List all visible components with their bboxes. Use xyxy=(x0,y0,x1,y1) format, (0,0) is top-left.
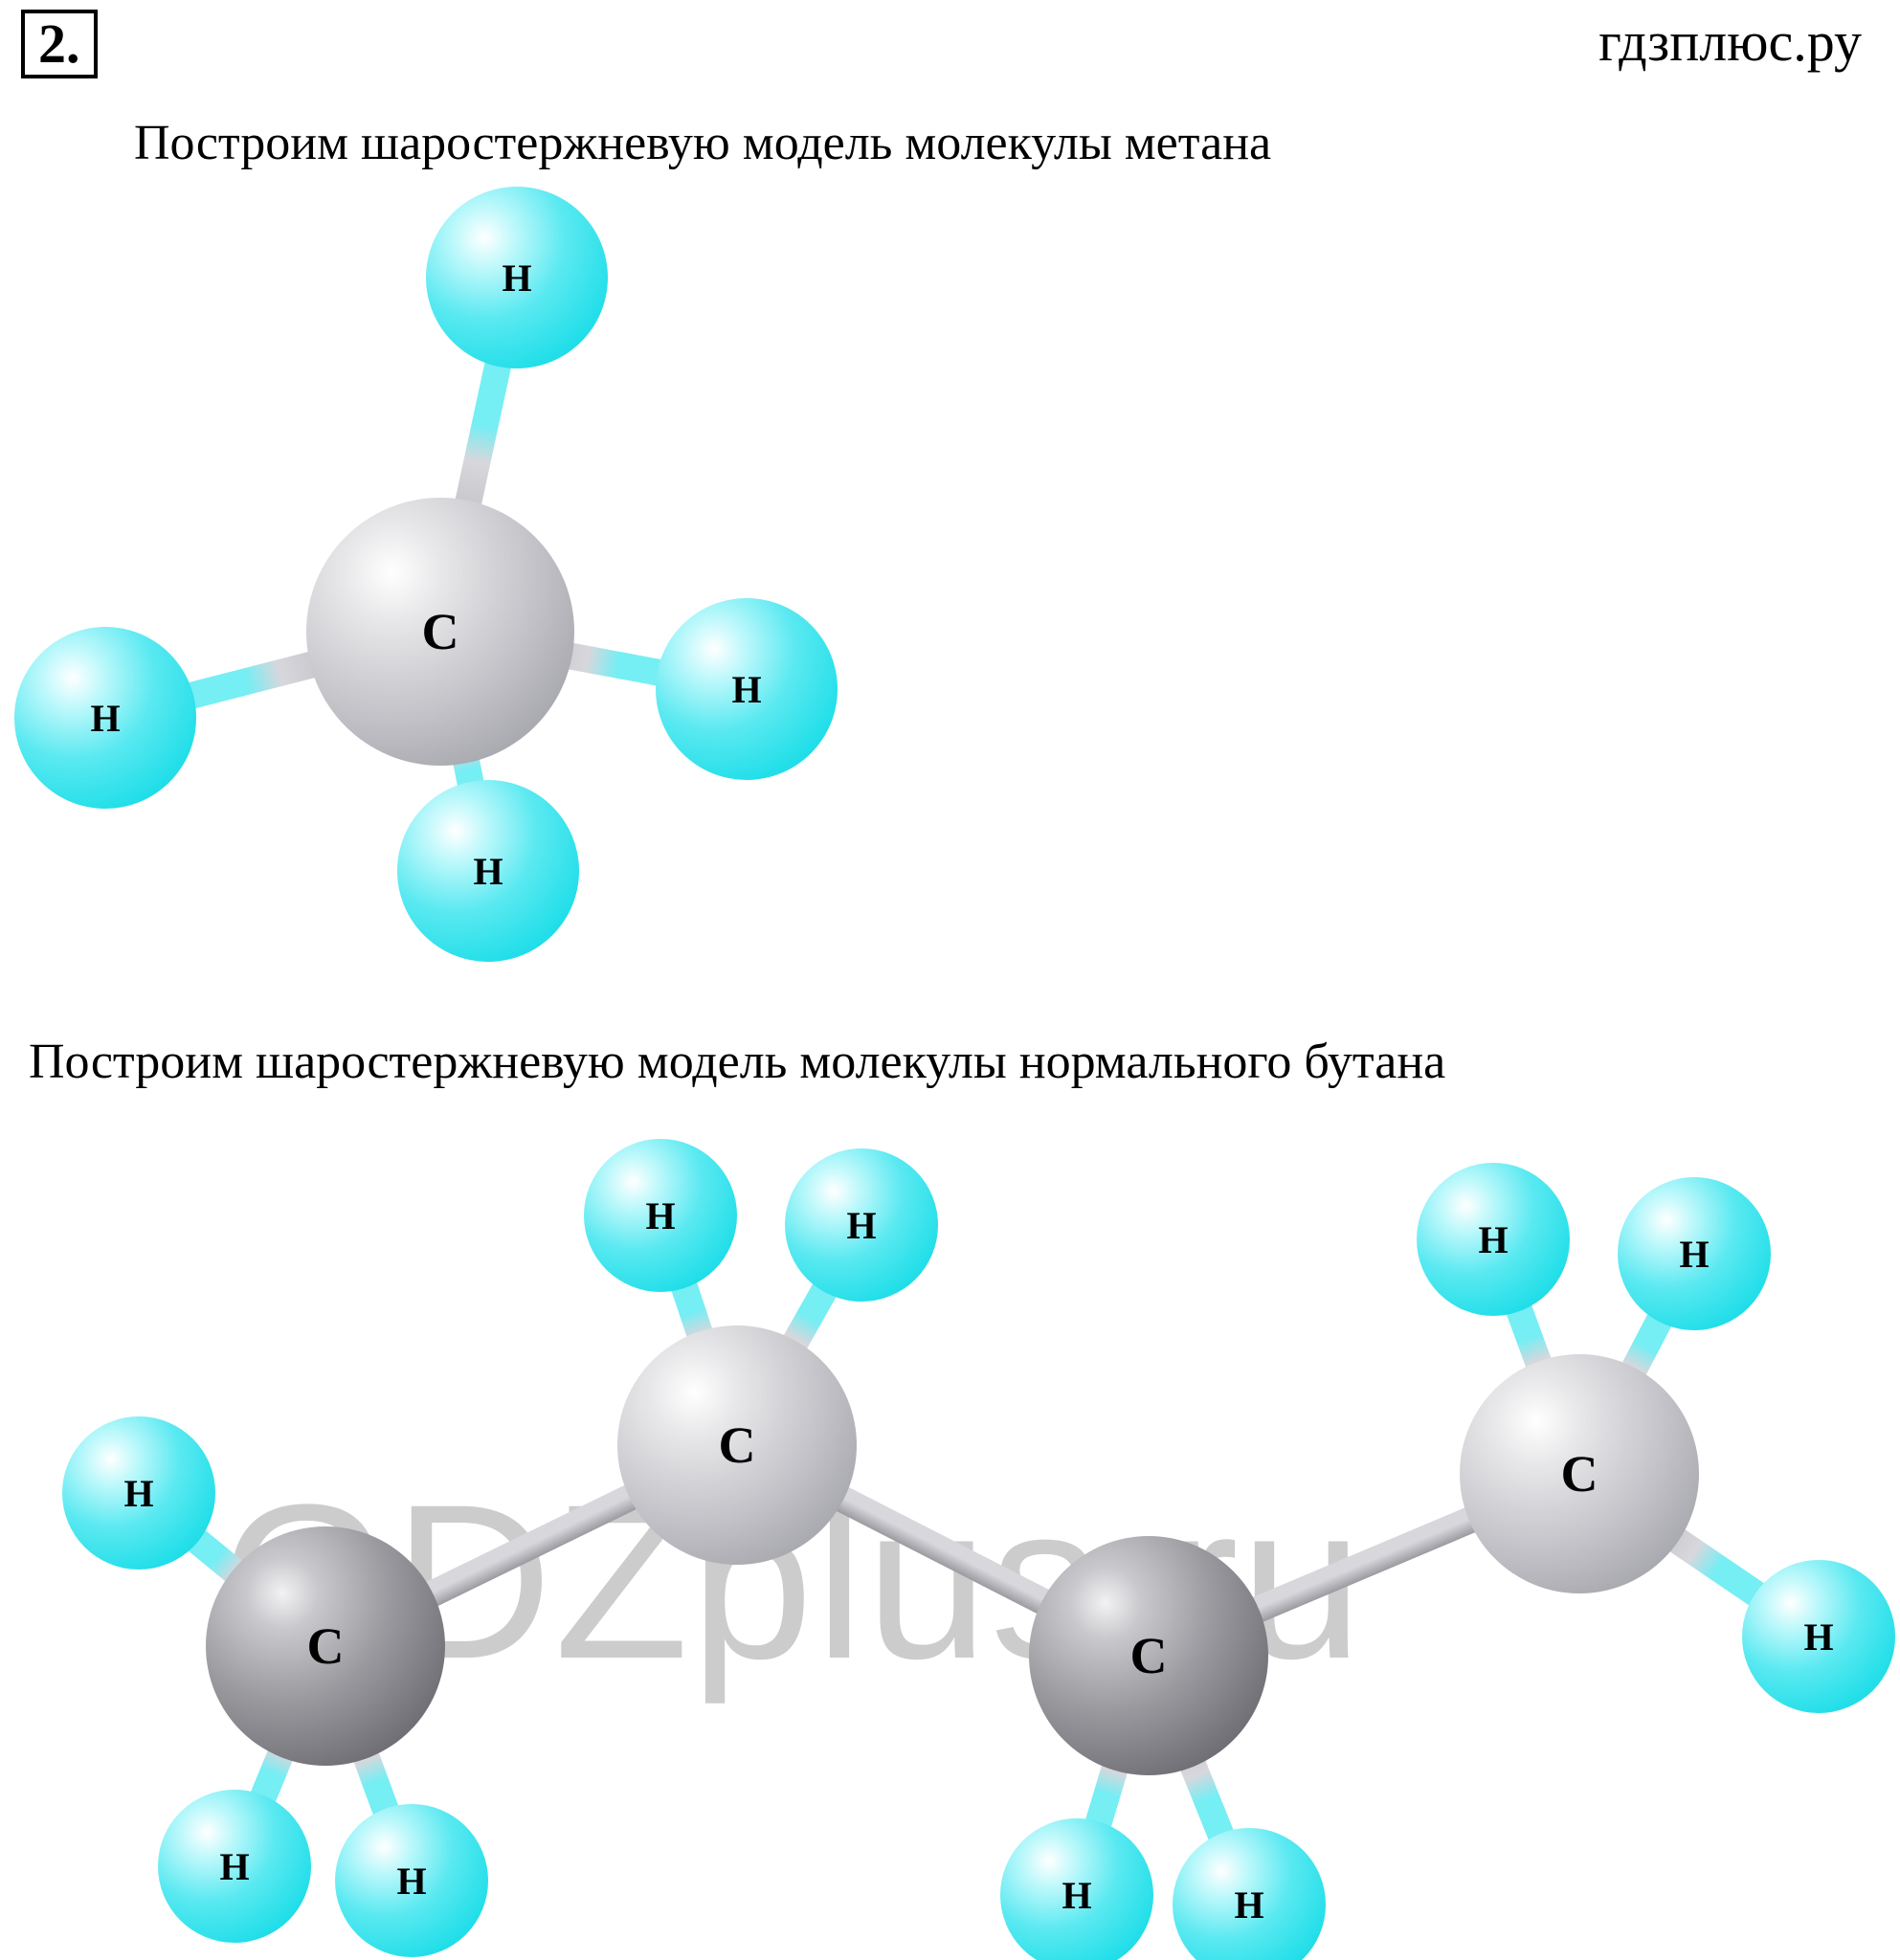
butane-atom-c4: C xyxy=(1460,1354,1699,1593)
methane-atom-h3: H xyxy=(397,780,579,962)
butane-atom-h4: H xyxy=(584,1139,737,1292)
butane-atom-h4-label: H xyxy=(645,1193,675,1238)
butane-atom-h6-label: H xyxy=(1062,1873,1091,1918)
butane-atom-h3: H xyxy=(335,1804,488,1957)
butane-atom-h5: H xyxy=(785,1148,938,1302)
methane-atom-c1-label: C xyxy=(422,602,459,661)
butane-atom-c2: C xyxy=(617,1325,857,1565)
butane-atom-h9: H xyxy=(1618,1177,1771,1330)
methane-diagram: C H H H H xyxy=(38,201,900,986)
methane-atom-h2: H xyxy=(14,627,196,809)
butane-atom-c2-label: C xyxy=(719,1415,756,1475)
site-label: гдзплюс.ру xyxy=(1598,10,1862,74)
methane-atom-h2-label: H xyxy=(90,696,120,741)
caption-methane: Построим шаростержневую модель молекулы … xyxy=(134,115,1271,171)
butane-atom-h5-label: H xyxy=(846,1203,876,1248)
butane-atom-h3-label: H xyxy=(396,1859,426,1904)
butane-atom-h8: H xyxy=(1417,1163,1570,1316)
butane-atom-c1: C xyxy=(206,1526,445,1766)
butane-diagram: C C C C H H H H H H H H H H xyxy=(29,1139,1886,1960)
question-number: 2. xyxy=(38,12,80,75)
methane-atom-h1: H xyxy=(426,187,608,368)
butane-atom-c4-label: C xyxy=(1561,1444,1598,1503)
butane-atom-h10-label: H xyxy=(1803,1615,1833,1659)
butane-atom-h2-label: H xyxy=(219,1844,249,1889)
butane-atom-h1: H xyxy=(62,1416,215,1570)
methane-atom-h1-label: H xyxy=(502,256,531,301)
butane-atom-h10: H xyxy=(1742,1560,1895,1713)
caption-butane: Построим шаростержневую модель молекулы … xyxy=(29,1034,1445,1090)
butane-atom-h6: H xyxy=(1000,1818,1153,1960)
butane-atom-h7: H xyxy=(1173,1828,1326,1960)
butane-atom-c3-label: C xyxy=(1130,1626,1168,1685)
butane-atom-c3: C xyxy=(1029,1536,1268,1775)
butane-atom-h9-label: H xyxy=(1679,1232,1709,1277)
butane-atom-h8-label: H xyxy=(1478,1217,1508,1262)
butane-atom-c1-label: C xyxy=(307,1616,345,1676)
methane-atom-c1: C xyxy=(306,498,574,766)
methane-atom-h4-label: H xyxy=(731,667,761,712)
butane-atom-h7-label: H xyxy=(1234,1882,1263,1927)
methane-atom-h4: H xyxy=(656,598,838,780)
methane-atom-h3-label: H xyxy=(473,849,503,894)
question-number-box: 2. xyxy=(21,10,98,78)
butane-atom-h1-label: H xyxy=(123,1471,153,1516)
butane-atom-h2: H xyxy=(158,1790,311,1943)
